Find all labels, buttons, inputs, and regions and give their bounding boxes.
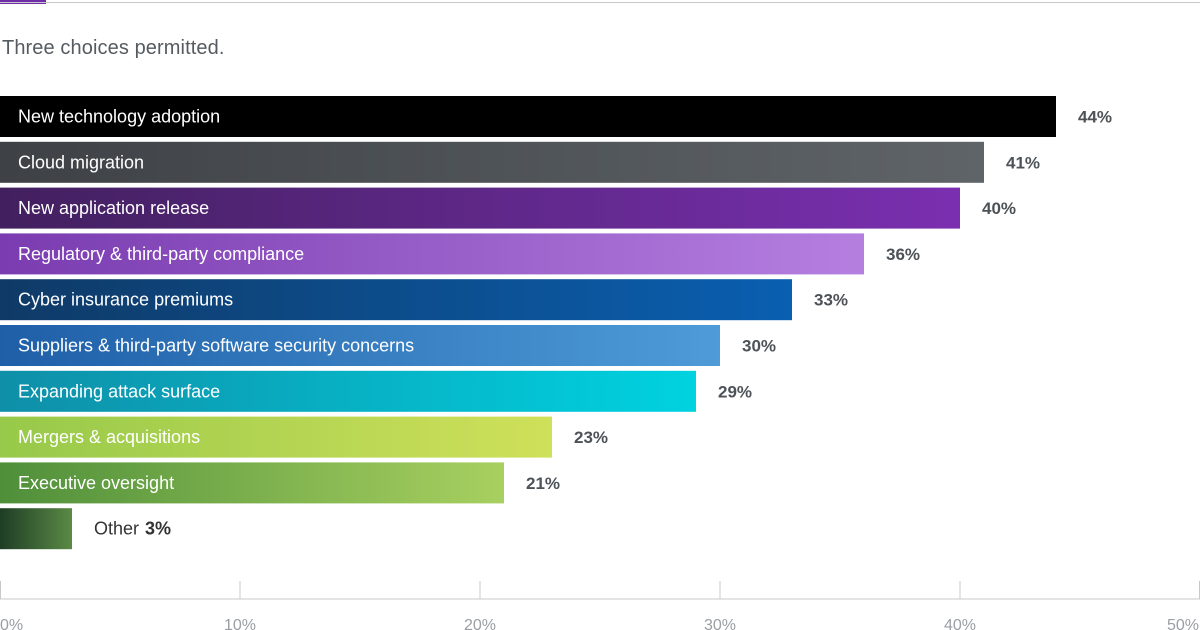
other-category-label: Other xyxy=(94,519,139,539)
bar-new-application-release xyxy=(0,187,960,229)
bar-label-new-technology-adoption: New technology adoption xyxy=(18,107,220,127)
bar-new-technology-adoption xyxy=(0,96,1056,137)
bar-label-cyber-insurance-premiums: Cyber insurance premiums xyxy=(18,290,233,310)
x-tick-label-0: 0% xyxy=(0,617,23,630)
bar-label-other: Other 3% xyxy=(94,519,171,539)
bar-mergers-and-acquisitions xyxy=(0,416,552,458)
value-label-mergers-and-acquisitions: 23% xyxy=(574,428,608,447)
value-label-regulatory-and-third-party-compliance: 36% xyxy=(886,245,920,264)
x-tick-label-30: 30% xyxy=(704,617,736,630)
x-axis: 0% 10% 20% 30% 40% 50% xyxy=(0,581,1200,630)
value-label-cyber-insurance-premiums: 33% xyxy=(814,291,848,310)
bar-cyber-insurance-premiums xyxy=(0,279,792,321)
value-label-other: 3% xyxy=(145,519,171,539)
bar-executive-oversight xyxy=(0,462,504,504)
bar-label-cloud-migration: Cloud migration xyxy=(18,152,144,172)
x-tick-label-40: 40% xyxy=(944,617,976,630)
bar-other xyxy=(0,508,72,550)
bar-label-regulatory-and-third-party-compliance: Regulatory & third-party compliance xyxy=(18,244,304,264)
top-rule xyxy=(0,2,1200,3)
bar-cloud-migration xyxy=(0,141,984,183)
chart-subtitle: Three choices permitted. xyxy=(2,37,225,59)
bar-label-mergers-and-acquisitions: Mergers & acquisitions xyxy=(18,427,200,447)
bars-layer: New technology adoption 44% Cloud migratio… xyxy=(0,96,1112,550)
bar-regulatory-and-third-party-compliance xyxy=(0,233,864,275)
x-tick-label-20: 20% xyxy=(464,617,496,630)
value-label-cloud-migration: 41% xyxy=(1006,153,1040,172)
bar-label-new-application-release: New application release xyxy=(18,198,209,218)
x-tick-label-50: 50% xyxy=(1167,617,1199,630)
value-label-new-application-release: 40% xyxy=(982,199,1016,218)
value-label-executive-oversight: 21% xyxy=(526,474,560,493)
value-label-suppliers-and-third-party-software-security-concerns: 30% xyxy=(742,337,776,356)
x-tick-label-10: 10% xyxy=(224,617,256,630)
bar-label-expanding-attack-surface: Expanding attack surface xyxy=(18,381,220,401)
value-label-new-technology-adoption: 44% xyxy=(1078,108,1112,127)
bar-label-executive-oversight: Executive oversight xyxy=(18,473,174,493)
value-label-expanding-attack-surface: 29% xyxy=(718,382,752,401)
bar-suppliers-and-third-party-software-security-concerns xyxy=(0,325,720,366)
bar-expanding-attack-surface xyxy=(0,370,696,412)
bar-label-suppliers-and-third-party-software-security-concerns: Suppliers & third-party software securit… xyxy=(18,336,414,356)
